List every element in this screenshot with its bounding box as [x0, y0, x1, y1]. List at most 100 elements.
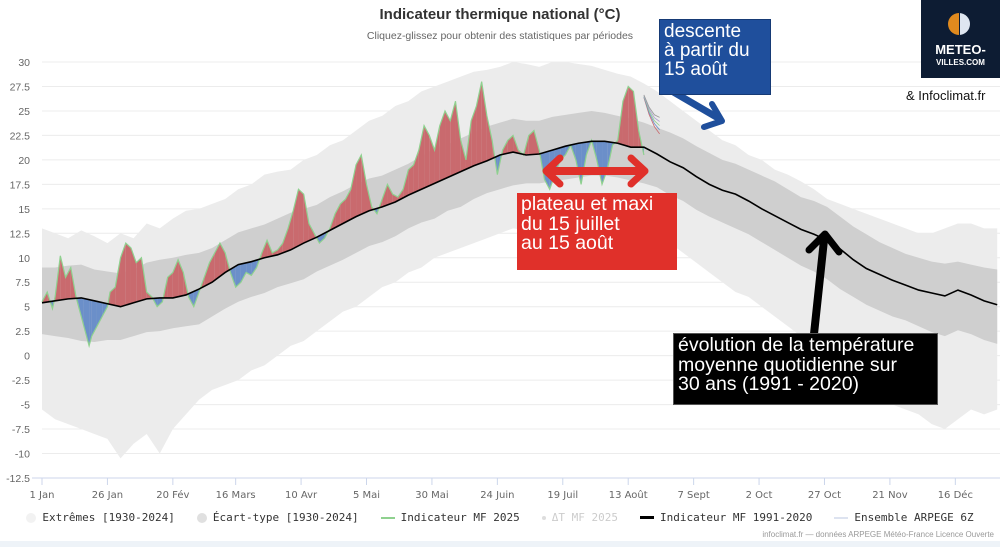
y-tick-label: 12.5 — [10, 228, 31, 240]
x-tick-label: 5 Mai — [353, 490, 380, 501]
anomaly-segment — [340, 199, 346, 225]
anomaly-segment — [120, 243, 126, 307]
y-tick-label: 5 — [24, 302, 30, 314]
anomaly-segment — [287, 210, 294, 251]
x-tick-label: 16 Mars — [216, 490, 256, 501]
anomaly-segment — [240, 262, 247, 283]
annotation-line: descente — [664, 21, 742, 42]
anomaly-segment — [424, 125, 430, 189]
legend-dot-icon — [541, 515, 546, 520]
anomaly-segment — [277, 243, 283, 255]
x-tick-label: 1 Jan — [30, 490, 55, 501]
arrow-head-left-icon — [542, 154, 564, 188]
legend-line-icon — [640, 516, 655, 519]
legend-item-indicateur-1991-2020[interactable]: Indicateur MF 1991-2020 — [640, 511, 812, 524]
anomaly-segment — [382, 184, 388, 207]
y-tick-label: 22.5 — [10, 130, 31, 142]
anomaly-segment — [89, 299, 92, 346]
y-tick-label: 30 — [18, 57, 30, 69]
ensemble-member-line — [643, 94, 660, 118]
legend-label: Écart-type [1930-2024] — [212, 511, 359, 524]
anomaly-segment — [418, 125, 425, 191]
x-tick-label: 30 Mai — [415, 490, 448, 501]
annotation-descent: descente à partir du 15 août — [659, 19, 771, 95]
x-tick-label: 19 Juil — [547, 490, 578, 501]
ensemble-member-line — [643, 95, 660, 122]
anomaly-segment — [303, 194, 309, 244]
anomaly-segment — [110, 287, 116, 306]
annotation-line: à partir du — [664, 40, 750, 61]
partner-label: & Infoclimat.fr — [906, 88, 986, 103]
legend-label: Indicateur MF 1991-2020 — [660, 511, 813, 524]
indicateur-2025-line — [41, 81, 645, 349]
x-tick-label: 21 Nov — [872, 490, 908, 501]
anomaly-segment — [298, 189, 304, 246]
ensemble-member-line — [643, 96, 660, 130]
legend-item-delta-t[interactable]: ΔT MF 2025 — [541, 511, 618, 524]
legend-item-extremes[interactable]: Extrêmes [1930-2024] — [26, 511, 175, 524]
x-tick-label: 7 Sept — [677, 490, 709, 501]
y-tick-label: -10 — [15, 449, 30, 461]
anomaly-segment — [356, 154, 362, 217]
legend-dot-icon — [26, 512, 37, 523]
annotation-plateau: plateau et maxi du 15 juillet au 15 août — [517, 193, 677, 270]
anomaly-segment — [157, 297, 163, 307]
anomaly-segment — [335, 203, 341, 228]
climatology-arrow-icon — [810, 236, 828, 338]
y-tick-label: -5 — [21, 400, 30, 412]
anomaly-segment — [434, 125, 440, 184]
annotation-line: évolution de la température — [678, 334, 915, 356]
anomaly-segment — [188, 291, 194, 307]
anomaly-segment — [471, 106, 477, 167]
anomaly-segment — [413, 150, 419, 193]
x-tick-label: 24 Juin — [480, 490, 514, 501]
anomaly-segment — [91, 300, 97, 337]
anomaly-segment — [445, 110, 451, 179]
x-tick-label: 10 Avr — [285, 490, 318, 501]
meteo-villes-logo[interactable]: METEO- VILLES.COM — [921, 0, 1000, 78]
logo-text: METEO- — [935, 42, 986, 57]
anomaly-segment — [251, 260, 257, 276]
x-tick-label: 13 Août — [609, 489, 648, 501]
y-tick-label: 17.5 — [10, 179, 31, 191]
ensemble-member-line — [643, 96, 660, 126]
y-tick-label: 2.5 — [15, 326, 30, 338]
anomaly-segment — [439, 110, 446, 182]
logo-disc-icon — [948, 13, 970, 35]
anomaly-segment — [455, 101, 461, 174]
y-tick-label: 27.5 — [10, 81, 31, 93]
legend-label: Indicateur MF 2025 — [400, 511, 520, 524]
anomaly-segment — [293, 189, 299, 249]
annotation-arrows — [542, 86, 843, 338]
anomaly-segment — [387, 184, 393, 205]
annotation-line: au 15 août — [521, 232, 614, 254]
credits[interactable]: infoclimat.fr — données ARPEGE Météo-Fra… — [762, 530, 994, 539]
std-dev-band — [42, 110, 998, 344]
y-tick-label: -12.5 — [6, 473, 30, 485]
y-tick-label: 20 — [18, 155, 30, 167]
anomaly-segment — [486, 115, 493, 161]
legend-item-ensemble-arpege[interactable]: Ensemble ARPEGE 6Z — [834, 511, 974, 524]
legend-label: Ensemble ARPEGE 6Z — [854, 511, 974, 524]
anomaly-segment — [408, 164, 414, 196]
anomaly-segment — [125, 243, 131, 306]
x-tick-label: 26 Jan — [92, 490, 123, 501]
anomaly-segment — [204, 262, 210, 287]
chart-subtitle: Cliquez-glissez pour obtenir des statist… — [366, 30, 634, 42]
x-tick-label: 2 Oct — [746, 490, 773, 501]
y-tick-label: -7.5 — [12, 424, 30, 436]
annotation-line: plateau et maxi — [521, 193, 654, 215]
legend: Extrêmes [1930-2024] Écart-type [1930-20… — [0, 511, 1000, 524]
legend-item-indicateur-2025[interactable]: Indicateur MF 2025 — [380, 511, 520, 524]
anomaly-segment — [528, 130, 534, 155]
legend-item-ecart-type[interactable]: Écart-type [1930-2024] — [196, 511, 359, 524]
legend-label: Extrêmes [1930-2024] — [42, 511, 175, 524]
y-tick-label: 7.5 — [15, 277, 30, 289]
anomaly-segment — [136, 257, 142, 303]
legend-line-icon — [380, 516, 395, 519]
y-axis: 30 27.5 25 22.5 20 17.5 15 12.5 10 7.5 5 2.5 0 -2.5 -5… — [6, 57, 30, 485]
anomaly-segment — [96, 301, 103, 327]
anomaly-segment — [460, 140, 466, 172]
legend-line-icon — [834, 516, 849, 519]
